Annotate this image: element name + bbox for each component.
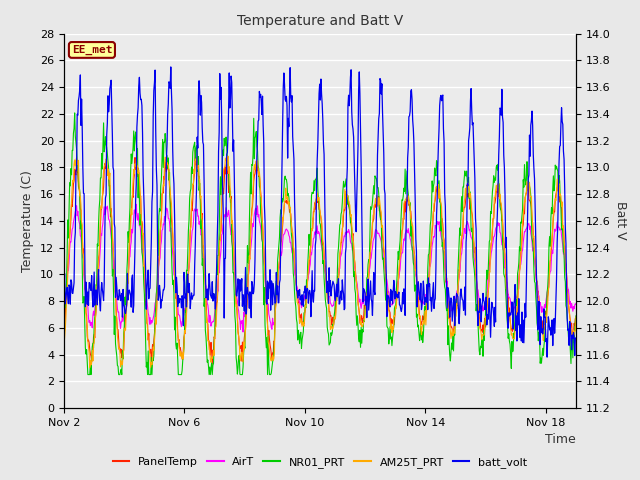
AM25T_PRT [164, 162, 172, 168]
AirT [326, 300, 334, 306]
AM25T_PRT [130, 167, 138, 172]
Line: PanelTemp: PanelTemp [64, 150, 576, 364]
batt_volt [164, 112, 172, 118]
NR01_PRT [452, 296, 460, 302]
AirT [572, 301, 580, 307]
PanelTemp [191, 147, 199, 153]
PanelTemp [572, 321, 580, 326]
Legend: PanelTemp, AirT, NR01_PRT, AM25T_PRT, batt_volt: PanelTemp, AirT, NR01_PRT, AM25T_PRT, ba… [108, 452, 532, 472]
PanelTemp [209, 361, 216, 367]
NR01_PRT [60, 336, 68, 341]
AirT [132, 202, 140, 207]
batt_volt [60, 284, 68, 290]
Line: AirT: AirT [64, 204, 576, 332]
NR01_PRT [572, 313, 580, 319]
AirT [129, 222, 137, 228]
PanelTemp [60, 331, 68, 337]
NR01_PRT [165, 177, 173, 183]
batt_volt [452, 298, 460, 304]
PanelTemp [164, 166, 172, 171]
batt_volt [572, 335, 580, 341]
NR01_PRT [370, 183, 378, 189]
AM25T_PRT [119, 352, 127, 358]
PanelTemp [452, 306, 460, 312]
AirT [164, 216, 172, 221]
batt_volt [369, 290, 377, 296]
Y-axis label: Batt V: Batt V [614, 202, 627, 240]
PanelTemp [370, 216, 378, 222]
AM25T_PRT [60, 343, 68, 349]
batt_volt [167, 64, 175, 70]
NR01_PRT [326, 339, 334, 345]
AirT [370, 236, 378, 242]
NR01_PRT [84, 372, 92, 377]
Line: NR01_PRT: NR01_PRT [64, 113, 576, 374]
AM25T_PRT [572, 314, 580, 320]
PanelTemp [326, 313, 334, 319]
Line: batt_volt: batt_volt [64, 67, 576, 357]
AirT [239, 329, 247, 335]
AM25T_PRT [224, 153, 232, 159]
NR01_PRT [131, 148, 138, 154]
batt_volt [129, 310, 137, 315]
AirT [60, 310, 68, 315]
AirT [452, 289, 460, 295]
Y-axis label: Temperature (C): Temperature (C) [22, 170, 35, 272]
AM25T_PRT [370, 211, 378, 217]
PanelTemp [129, 194, 137, 200]
AM25T_PRT [452, 300, 460, 306]
Title: Temperature and Batt V: Temperature and Batt V [237, 14, 403, 28]
batt_volt [326, 288, 333, 294]
Text: EE_met: EE_met [72, 45, 112, 55]
X-axis label: Time: Time [545, 433, 576, 446]
Line: AM25T_PRT: AM25T_PRT [64, 156, 576, 368]
batt_volt [543, 354, 551, 360]
AM25T_PRT [326, 326, 334, 332]
PanelTemp [118, 350, 126, 356]
AM25T_PRT [86, 365, 93, 371]
AirT [118, 312, 126, 318]
NR01_PRT [71, 110, 79, 116]
NR01_PRT [120, 331, 127, 336]
batt_volt [118, 314, 126, 320]
